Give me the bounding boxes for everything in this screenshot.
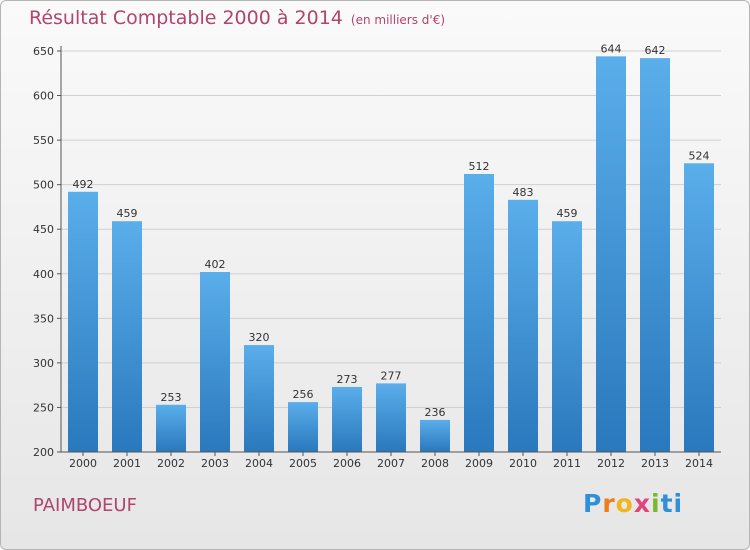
x-tick-label: 2013 bbox=[641, 457, 669, 470]
data-labels: 492 459 253 402 320 256 273 277 236 512 483 459 644 6… bbox=[73, 42, 710, 419]
data-label: 512 bbox=[469, 160, 490, 173]
data-label: 459 bbox=[117, 207, 138, 220]
data-label: 253 bbox=[161, 391, 182, 404]
proxiti-logo: Proxiti bbox=[583, 489, 683, 518]
x-tick-label: 2011 bbox=[553, 457, 581, 470]
y-tick-label: 300 bbox=[33, 357, 54, 370]
data-label: 524 bbox=[689, 149, 710, 162]
bar bbox=[112, 221, 142, 452]
logo-letter: i bbox=[651, 489, 661, 518]
y-tick-label: 600 bbox=[33, 90, 54, 103]
data-label: 483 bbox=[513, 186, 534, 199]
axes: 200 250 300 350 400 450 500 550 600 650 2000 2001 20… bbox=[33, 45, 721, 470]
x-tick-label: 2008 bbox=[421, 457, 449, 470]
bar bbox=[376, 383, 406, 452]
y-tick-label: 200 bbox=[33, 446, 54, 459]
x-tick-label: 2002 bbox=[157, 457, 185, 470]
logo-letter: ti bbox=[660, 489, 684, 518]
data-label: 644 bbox=[601, 42, 622, 55]
x-tick-label: 2001 bbox=[113, 457, 141, 470]
bar bbox=[684, 163, 714, 452]
data-label: 320 bbox=[249, 331, 270, 344]
bar bbox=[68, 191, 98, 452]
x-tick-label: 2004 bbox=[245, 457, 273, 470]
bar bbox=[552, 221, 582, 452]
x-tick-label: 2010 bbox=[509, 457, 537, 470]
title-text: Résultat Comptable 2000 à 2014 bbox=[29, 7, 343, 29]
bar bbox=[464, 173, 494, 452]
logo-letter: P bbox=[583, 489, 603, 518]
bars bbox=[68, 56, 714, 453]
place-name: PAIMBOEUF bbox=[33, 495, 137, 516]
data-label: 459 bbox=[557, 207, 578, 220]
bar bbox=[508, 199, 538, 452]
data-label: 642 bbox=[645, 44, 666, 57]
data-label: 273 bbox=[337, 373, 358, 386]
data-label: 236 bbox=[425, 406, 446, 419]
y-tick-label: 500 bbox=[33, 179, 54, 192]
y-tick-label: 650 bbox=[33, 45, 54, 58]
y-tick-label: 400 bbox=[33, 268, 54, 281]
bar bbox=[288, 402, 318, 452]
logo-letter: r bbox=[602, 489, 616, 518]
y-tick-label: 550 bbox=[33, 134, 54, 147]
data-label: 277 bbox=[381, 369, 402, 382]
data-label: 402 bbox=[205, 258, 226, 271]
x-tick-label: 2014 bbox=[685, 457, 713, 470]
x-tick-label: 2009 bbox=[465, 457, 493, 470]
data-label: 492 bbox=[73, 178, 94, 191]
x-tick-label: 2012 bbox=[597, 457, 625, 470]
x-tick-label: 2006 bbox=[333, 457, 361, 470]
logo-letter: o bbox=[615, 489, 634, 518]
x-tick-label: 2003 bbox=[201, 457, 229, 470]
logo-letter: x bbox=[633, 489, 651, 518]
bar bbox=[640, 58, 670, 453]
y-tick-label: 250 bbox=[33, 401, 54, 414]
bar bbox=[596, 56, 626, 452]
y-tick-label: 350 bbox=[33, 312, 54, 325]
unit-text: (en milliers d'€) bbox=[350, 13, 446, 27]
bar bbox=[244, 345, 274, 452]
x-tick-label: 2007 bbox=[377, 457, 405, 470]
x-tick-label: 2005 bbox=[289, 457, 317, 470]
chart-title: Résultat Comptable 2000 à 2014 (en millie… bbox=[29, 7, 445, 29]
data-label: 256 bbox=[293, 388, 314, 401]
bar bbox=[420, 419, 450, 452]
bar bbox=[200, 271, 230, 452]
bar bbox=[332, 386, 362, 452]
bar bbox=[156, 404, 186, 452]
y-tick-label: 450 bbox=[33, 223, 54, 236]
x-tick-label: 2000 bbox=[69, 457, 97, 470]
